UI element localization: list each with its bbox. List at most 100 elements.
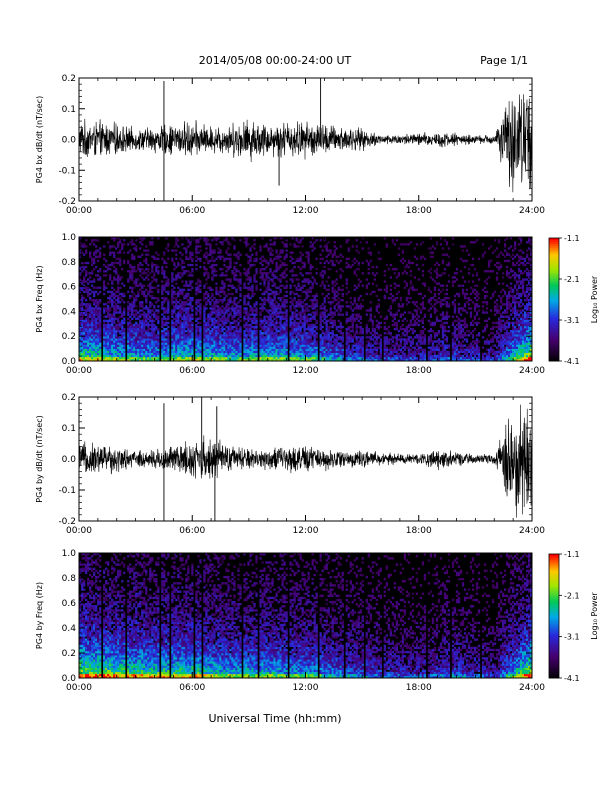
spectrogram-cell bbox=[239, 319, 242, 323]
spectrogram-cell bbox=[299, 251, 302, 254]
spectrogram-cell bbox=[255, 348, 258, 351]
spectrogram-cell bbox=[369, 342, 372, 345]
spectrogram-cell bbox=[233, 303, 236, 306]
spectrogram-cell bbox=[91, 284, 94, 287]
spectrogram-cell bbox=[133, 280, 136, 283]
spectrogram-cell bbox=[139, 342, 142, 345]
spectrogram-cell bbox=[309, 299, 312, 302]
spectrogram-cell bbox=[345, 350, 348, 354]
spectrogram-cell bbox=[89, 321, 92, 325]
spectrogram-cell bbox=[311, 245, 314, 248]
spectrogram-cell bbox=[297, 303, 300, 306]
spectrogram-cell bbox=[339, 354, 342, 358]
spectrogram-cell bbox=[341, 305, 344, 308]
spectrogram-cell bbox=[117, 307, 120, 310]
spectrogram-cell bbox=[293, 321, 296, 325]
spectrogram-cell bbox=[265, 346, 268, 349]
spectrogram-cell bbox=[89, 313, 92, 316]
spectrogram-cell bbox=[147, 358, 150, 362]
spectrogram-cell bbox=[139, 325, 142, 329]
spectrogram-cell bbox=[197, 358, 200, 362]
spectrogram-cell bbox=[81, 346, 84, 349]
spectrogram-cell bbox=[233, 319, 236, 323]
spectrogram-cell bbox=[341, 346, 344, 349]
spectrogram-cell bbox=[349, 358, 352, 362]
spectrogram-cell bbox=[129, 265, 132, 269]
spectrogram-cell bbox=[327, 340, 330, 343]
spectrogram-cell bbox=[199, 313, 202, 316]
spectrogram-cell bbox=[209, 301, 212, 304]
spectrogram-cell bbox=[113, 319, 116, 323]
spectrogram-cell bbox=[97, 334, 100, 337]
spectrogram-cell bbox=[321, 282, 324, 285]
spectrogram-cell bbox=[197, 352, 200, 356]
spectrogram-cell bbox=[107, 334, 110, 337]
spectrogram-cell bbox=[313, 334, 316, 337]
spectrogram-cell bbox=[97, 313, 100, 316]
spectrogram-cell bbox=[121, 340, 124, 343]
spectrogram-cell bbox=[99, 350, 102, 354]
spectrogram-cell bbox=[103, 356, 106, 360]
spectrogram-cell bbox=[255, 251, 258, 254]
spectrogram-cell bbox=[131, 327, 134, 331]
spectrogram-cell bbox=[367, 356, 370, 360]
spectrogram-cell bbox=[217, 342, 220, 345]
spectrogram-cell bbox=[265, 350, 268, 354]
spectrogram-cell bbox=[133, 323, 136, 327]
spectrogram-cell bbox=[323, 305, 326, 308]
spectrogram-cell bbox=[253, 257, 256, 261]
spectrogram-cell bbox=[373, 352, 376, 356]
spectrogram-cell bbox=[197, 346, 200, 349]
spectrogram-cell bbox=[335, 346, 338, 349]
spectrogram-cell bbox=[149, 290, 152, 294]
spectrogram-cell bbox=[103, 321, 106, 325]
spectrogram-cell bbox=[167, 315, 170, 318]
spectrogram-cell bbox=[243, 284, 246, 287]
spectrogram-cell bbox=[139, 354, 142, 358]
spectrogram-cell bbox=[179, 309, 182, 312]
spectrogram-cell bbox=[123, 313, 126, 316]
spectrogram-cell bbox=[291, 327, 294, 331]
spectrogram-cell bbox=[275, 276, 278, 279]
spectrogram-cell bbox=[321, 342, 324, 345]
spectrogram-cell bbox=[211, 348, 214, 351]
spectrogram-cell bbox=[319, 356, 322, 360]
spectrogram-cell bbox=[225, 352, 228, 356]
spectrogram-cell bbox=[355, 327, 358, 331]
spectrogram-cell bbox=[147, 323, 150, 327]
spectrogram-cell bbox=[229, 342, 232, 345]
spectrogram-cell bbox=[305, 338, 308, 341]
spectrogram-cell bbox=[313, 342, 316, 345]
spectrogram-cell bbox=[181, 243, 184, 246]
spectrogram-cell bbox=[281, 332, 284, 335]
spectrogram-cell bbox=[151, 270, 154, 273]
spectrogram-cell bbox=[109, 294, 112, 298]
spectrogram-cell bbox=[155, 257, 158, 261]
spectrogram-cell bbox=[93, 278, 96, 281]
spectrogram-cell bbox=[325, 319, 328, 323]
spectrogram-cell bbox=[383, 342, 386, 345]
spectrogram-cell bbox=[97, 301, 100, 304]
spectrogram-cell bbox=[265, 278, 268, 281]
spectrogram-cell bbox=[183, 338, 186, 341]
spectrogram-cell bbox=[115, 358, 118, 362]
spectrogram-cell bbox=[229, 325, 232, 329]
spectrogram-cell bbox=[117, 286, 120, 289]
spectrogram-cell bbox=[213, 237, 216, 240]
spectrogram-cell bbox=[323, 348, 326, 351]
spectrogram-cell bbox=[285, 245, 288, 248]
spectrogram-cell bbox=[197, 309, 200, 312]
spectrogram-cell bbox=[163, 342, 166, 345]
spectrogram-cell bbox=[197, 299, 200, 302]
spectrogram-cell bbox=[369, 253, 372, 256]
spectrogram-cell bbox=[313, 317, 316, 320]
spectrogram-cell bbox=[179, 327, 182, 331]
spectrogram-cell bbox=[173, 346, 176, 349]
spectrogram-cell bbox=[279, 251, 282, 254]
spectrogram-cell bbox=[299, 294, 302, 298]
spectrogram-cell bbox=[181, 323, 184, 327]
spectrogram-cell bbox=[163, 288, 166, 292]
spectrogram-cell bbox=[289, 325, 292, 329]
spectrogram-cell bbox=[107, 336, 110, 339]
spectrogram-cell bbox=[127, 270, 130, 273]
